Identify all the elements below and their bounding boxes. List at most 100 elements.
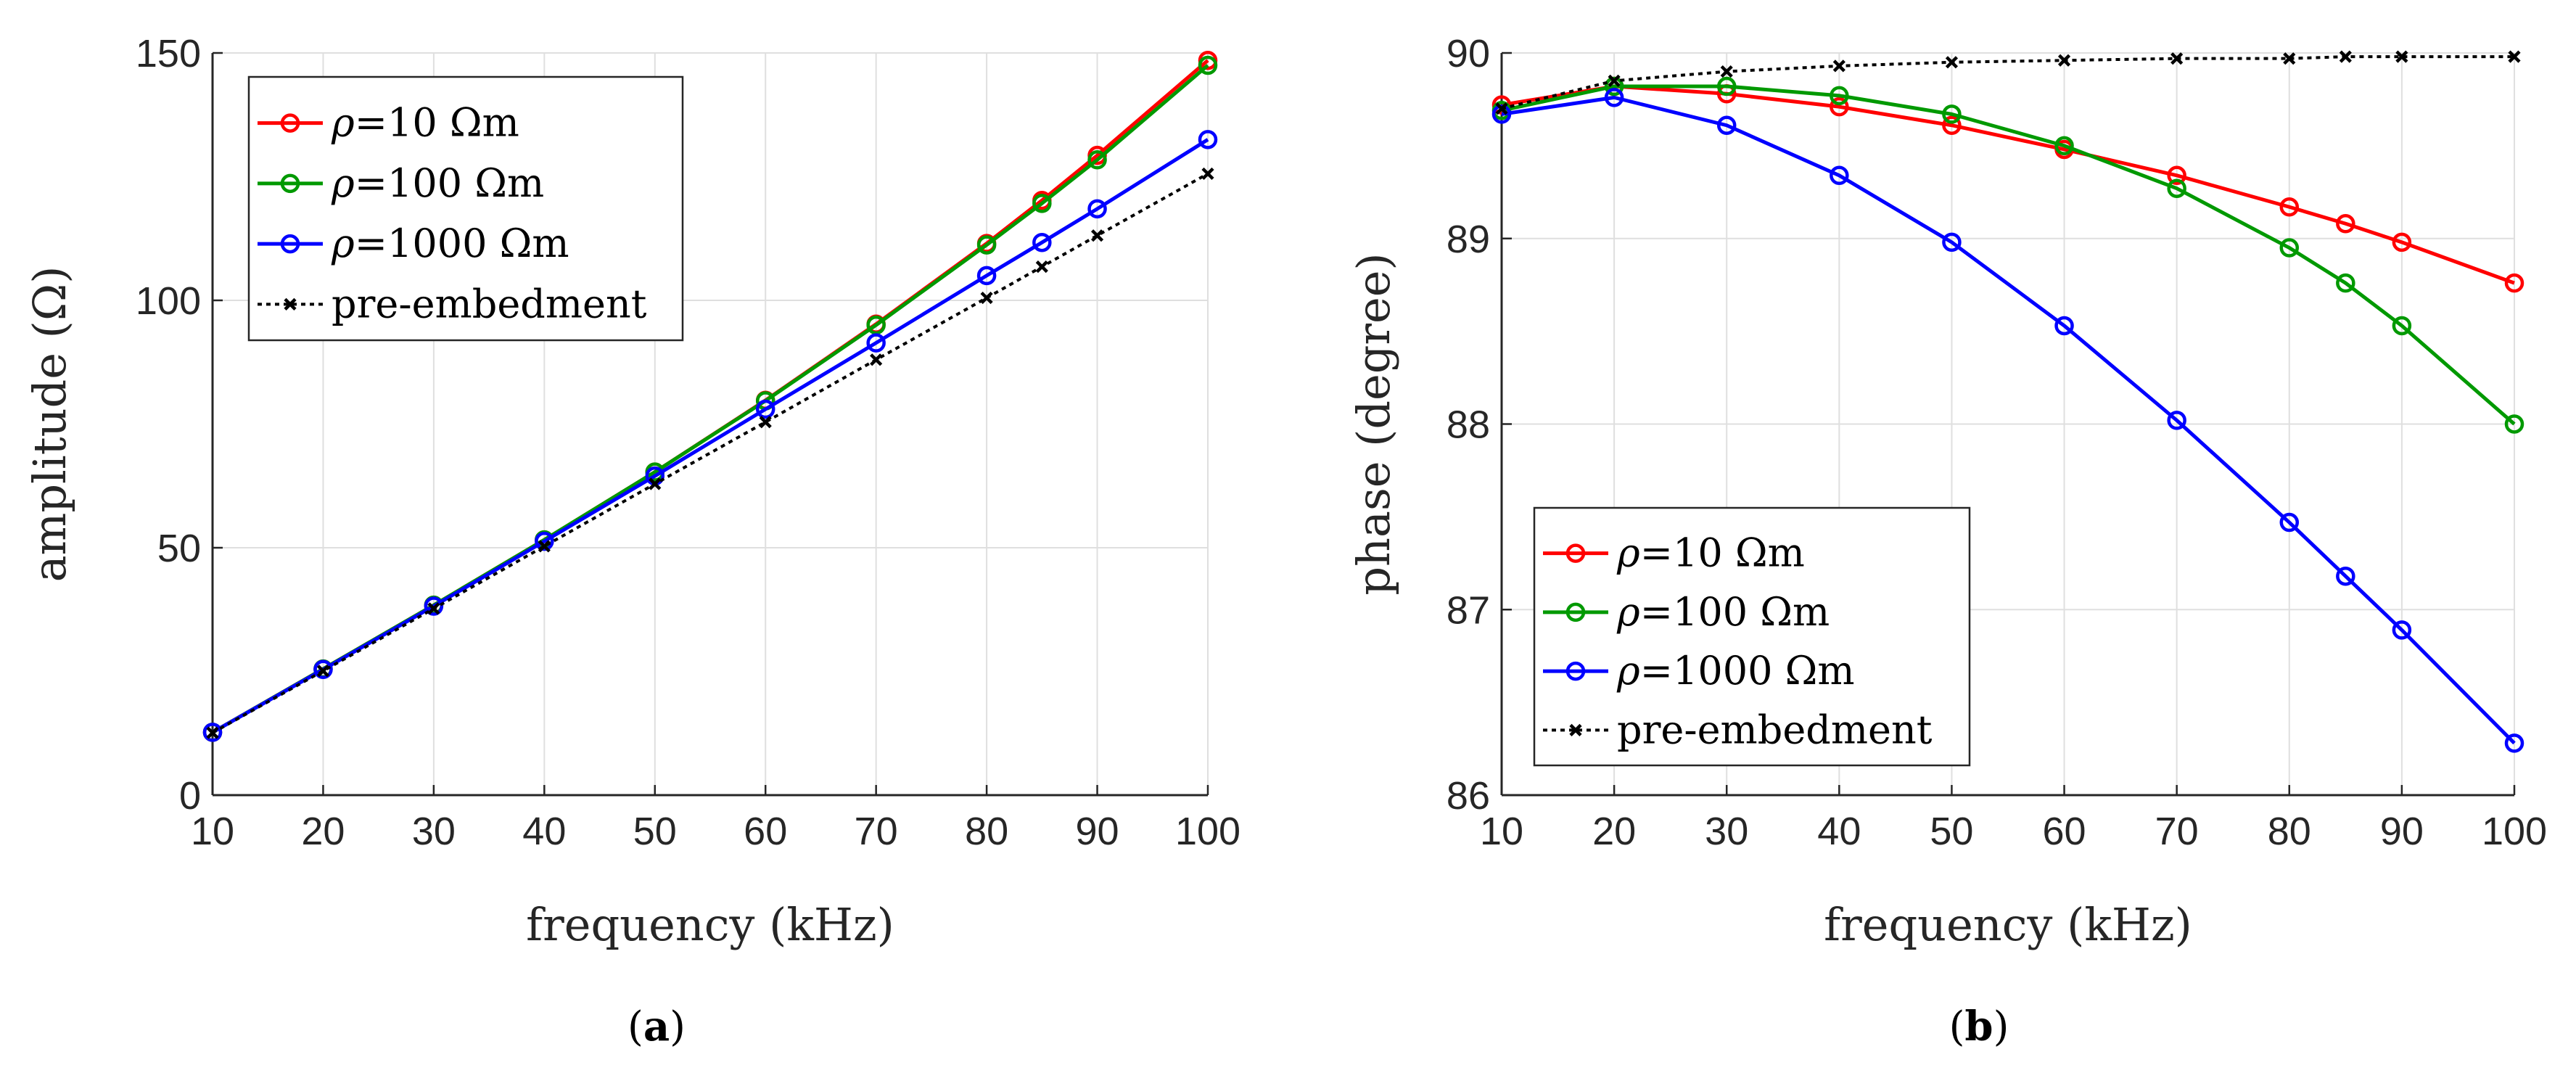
data-point-pre (427, 602, 440, 615)
data-point-rho100 (1942, 104, 1962, 124)
y-tick-label: 86 (1447, 774, 1490, 818)
legend-box (1533, 506, 1971, 767)
legend-marker-rho10 (280, 113, 300, 133)
x-tick-label: 30 (412, 810, 456, 853)
data-point-rho10 (1830, 96, 1849, 117)
legend-rho-symbol: ρ (1616, 589, 1640, 635)
legend-label: ρ=10 Ωm (331, 100, 519, 146)
x-tick-label: 60 (744, 810, 787, 853)
panel-phase: 10 20 30 40 50 60 70 80 90 100 86 87 88 89 90 frequency… (1347, 32, 2547, 951)
data-point-rho1000 (2054, 316, 2074, 336)
data-point-rho1000 (2504, 733, 2524, 753)
x-tick-label: 50 (1930, 810, 1973, 853)
x-tick-label: 20 (301, 810, 345, 853)
y-tick-label: 90 (1447, 32, 1490, 75)
data-point-rho10 (2504, 273, 2524, 293)
data-point-rho1000 (1942, 232, 1962, 252)
data-point-rho1000 (424, 596, 444, 616)
caption-b-close: ) (1993, 1003, 2009, 1051)
data-point-rho1000 (1830, 165, 1849, 186)
data-point-rho1000 (202, 723, 223, 742)
x-tick-label: 100 (2482, 810, 2547, 853)
data-point-pre (759, 416, 772, 429)
y-axis-label: phase (degree) (1347, 252, 1400, 595)
legend-rho-symbol: ρ (331, 100, 355, 146)
data-point-pre (1035, 260, 1048, 274)
data-point-pre (1945, 56, 1959, 69)
data-point-rho1000 (1198, 130, 1218, 149)
legend-label-text: =100 Ωm (355, 160, 544, 206)
legend-label-text: =10 Ωm (1640, 530, 1805, 576)
panel-amplitude: 10 20 30 40 50 60 70 80 90 100 0 50 100 150 frequency … (23, 32, 1240, 951)
data-point-rho10 (2336, 214, 2355, 234)
data-point-rho100 (1604, 76, 1624, 96)
data-point-rho1000 (535, 531, 554, 551)
caption-b-open: ( (1949, 1003, 1965, 1051)
legend-marker-rho1000 (280, 234, 300, 254)
data-point-rho10 (2167, 165, 2186, 186)
data-point-pre (206, 726, 219, 739)
data-point-rho1000 (976, 266, 997, 286)
series-line-rho1000 (1501, 95, 2516, 745)
caption-b-letter: b (1964, 1003, 1993, 1051)
data-point-rho100 (1198, 55, 1218, 75)
legend-label: ρ=10 Ωm (1616, 530, 1805, 576)
x-axis-label: frequency (kHz) (1824, 898, 2192, 951)
x-tick-label: 80 (2268, 810, 2311, 853)
legend-marker-rho1000 (1565, 661, 1586, 681)
x-tick-label: 70 (855, 810, 898, 853)
data-point-rho100 (866, 315, 886, 335)
data-point-rho1000 (1604, 88, 1624, 107)
x-axis-label: frequency (kHz) (526, 898, 894, 951)
caption-a: (a) (627, 1003, 686, 1051)
data-point-rho100 (1032, 194, 1052, 213)
legend-label: pre-embedment (332, 281, 647, 326)
y-tick-label: 50 (157, 527, 201, 570)
data-point-rho1000 (313, 659, 333, 680)
data-point-pre (1090, 229, 1104, 242)
data-point-pre (1832, 59, 1845, 73)
data-point-rho100 (1716, 76, 1737, 96)
series-line-rho100 (1501, 84, 2516, 426)
data-point-pre (538, 540, 551, 553)
data-point-rho100 (1087, 150, 1107, 170)
x-tick-label: 40 (522, 810, 566, 853)
legend-label: ρ=100 Ωm (331, 160, 544, 206)
data-point-rho1000 (1032, 232, 1052, 252)
data-point-rho10 (1942, 115, 1962, 135)
x-tick-label: 20 (1592, 810, 1636, 853)
caption-a-letter: a (643, 1003, 670, 1051)
legend-box (247, 75, 684, 342)
x-tick-label: 30 (1705, 810, 1748, 853)
x-tick-label: 60 (2043, 810, 2086, 853)
x-tick-label: 10 (191, 810, 234, 853)
data-point-pre (316, 665, 330, 678)
data-point-pre (980, 291, 993, 305)
legend-marker-rho100 (280, 173, 300, 194)
x-tick-label: 50 (633, 810, 677, 853)
data-point-pre (870, 353, 883, 366)
data-point-rho10 (2392, 232, 2412, 252)
legend-label: ρ=1000 Ωm (331, 221, 569, 266)
data-point-rho1000 (1087, 199, 1107, 219)
data-point-rho1000 (755, 399, 775, 419)
series-line-rho10 (1501, 84, 2515, 285)
data-point-rho100 (2392, 316, 2412, 336)
data-point-pre (1720, 65, 1733, 78)
data-point-pre (1201, 167, 1214, 180)
y-tick-label: 89 (1447, 218, 1490, 261)
caption-b: (b) (1949, 1003, 2009, 1051)
data-point-rho1000 (2279, 512, 2300, 533)
series-line-pre (212, 172, 1209, 734)
series-line-pre (1501, 55, 2514, 110)
data-point-rho1000 (1491, 104, 1512, 124)
legend-rho-symbol: ρ (1616, 530, 1640, 576)
data-point-pre (1608, 74, 1621, 87)
x-tick-label: 40 (1817, 810, 1861, 853)
data-point-rho100 (976, 235, 997, 255)
data-point-pre (2283, 52, 2296, 65)
data-point-rho1000 (2336, 566, 2355, 586)
series-line-rho1000 (211, 138, 1209, 734)
